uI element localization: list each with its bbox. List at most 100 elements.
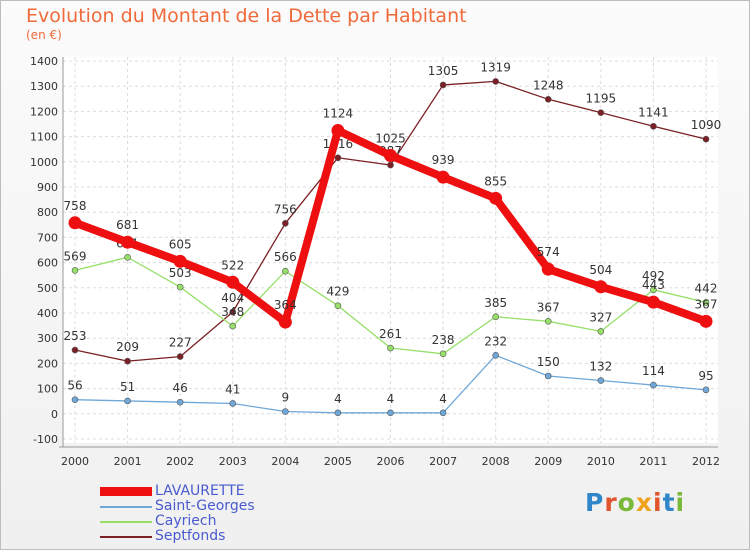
data-point: [121, 235, 135, 249]
y-tick-label: 700: [37, 231, 58, 244]
data-point: [384, 149, 397, 162]
data-point: [387, 409, 394, 417]
data-label: 504: [589, 263, 612, 277]
legend-swatch: [100, 536, 152, 538]
data-label: 348: [221, 305, 244, 319]
data-point: [278, 315, 292, 329]
data-label: 1124: [323, 107, 354, 121]
x-tick-label: 2008: [482, 455, 510, 468]
proxiti-logo: Proxiti: [585, 488, 685, 517]
data-point: [544, 96, 552, 103]
data-label: 758: [64, 199, 87, 213]
data-label: 492: [642, 269, 665, 283]
chart-title: Evolution du Montant de la Dette par Hab…: [26, 5, 467, 27]
y-tick-label: 1200: [30, 105, 58, 118]
data-point: [176, 398, 184, 406]
legend-item: Cayriech: [100, 514, 340, 529]
data-point: [646, 295, 660, 309]
logo-letter: t: [662, 488, 676, 517]
data-point: [331, 124, 345, 138]
x-tick-label: 2012: [692, 455, 720, 468]
y-tick-label: 1000: [30, 156, 58, 169]
data-point: [226, 275, 240, 289]
data-label: 566: [274, 250, 297, 264]
data-point: [650, 381, 657, 389]
data-point: [492, 78, 499, 85]
data-label: 1319: [480, 60, 511, 74]
legend-item: LAVAURETTE: [100, 484, 340, 499]
data-label: 1305: [428, 64, 459, 78]
data-label: 569: [64, 249, 87, 263]
legend-swatch: [100, 506, 152, 508]
x-tick-label: 2009: [534, 455, 562, 468]
data-point: [71, 346, 79, 354]
data-point: [439, 350, 447, 358]
data-point: [176, 353, 184, 360]
data-label: 605: [169, 237, 192, 251]
data-label: 4: [387, 392, 395, 406]
data-point: [544, 318, 552, 325]
data-label: 756: [274, 202, 297, 216]
data-label: 41: [225, 382, 240, 396]
legend-label: Cayriech: [155, 513, 217, 529]
data-label: 209: [116, 340, 139, 354]
data-point: [282, 267, 289, 275]
logo-letter: i: [653, 488, 663, 517]
data-point: [173, 254, 187, 268]
data-label: 1195: [586, 92, 617, 106]
data-label: 385: [484, 296, 507, 310]
data-point: [334, 302, 342, 309]
data-point: [492, 352, 499, 359]
data-point: [650, 286, 657, 294]
legend-label: LAVAURETTE: [155, 483, 245, 499]
data-point: [176, 283, 184, 291]
data-point: [68, 216, 82, 230]
x-tick-label: 2001: [114, 455, 142, 468]
x-tick-label: 2004: [271, 455, 299, 468]
legend-item: Septfonds: [100, 529, 340, 544]
data-label: 56: [67, 379, 82, 393]
data-point: [282, 408, 289, 415]
y-tick-label: 200: [37, 357, 58, 370]
y-tick-label: 900: [37, 181, 58, 194]
logo-letter: o: [617, 488, 636, 517]
data-label: 114: [642, 364, 665, 378]
x-tick-label: 2006: [377, 455, 405, 468]
y-tick-label: 500: [37, 282, 58, 295]
data-point: [489, 191, 503, 205]
data-label: 1248: [533, 78, 564, 92]
data-label: 95: [698, 369, 713, 383]
data-label: 1141: [638, 105, 669, 119]
data-point: [597, 377, 605, 384]
chart-subtitle: (en €): [26, 28, 62, 42]
data-point: [650, 122, 657, 130]
y-tick-label: 1300: [30, 80, 58, 93]
data-point: [124, 254, 131, 261]
legend-label: Septfonds: [155, 528, 226, 544]
x-tick-label: 2011: [639, 455, 667, 468]
data-point: [124, 397, 131, 405]
data-point: [436, 170, 450, 184]
data-point: [544, 372, 552, 380]
logo-letter: i: [675, 488, 686, 517]
data-label: 574: [537, 245, 560, 259]
x-tick-label: 2005: [324, 455, 352, 468]
y-tick-label: 400: [37, 307, 58, 320]
logo-letter: P: [585, 488, 605, 517]
data-label: 9: [282, 391, 290, 405]
y-tick-label: 1400: [30, 55, 58, 68]
logo-letter: r: [604, 488, 618, 517]
data-point: [702, 299, 710, 306]
logo-letter: x: [635, 488, 653, 517]
data-point: [699, 314, 713, 328]
y-tick-label: 100: [37, 383, 58, 396]
data-label: 1025: [375, 132, 406, 146]
data-point: [334, 154, 342, 162]
data-label: 150: [537, 355, 560, 369]
x-tick-label: 2002: [166, 455, 194, 468]
data-label: 429: [326, 285, 349, 299]
data-point: [594, 280, 608, 294]
data-label: 681: [116, 218, 139, 232]
legend-swatch: [100, 487, 152, 496]
data-point: [702, 135, 710, 143]
